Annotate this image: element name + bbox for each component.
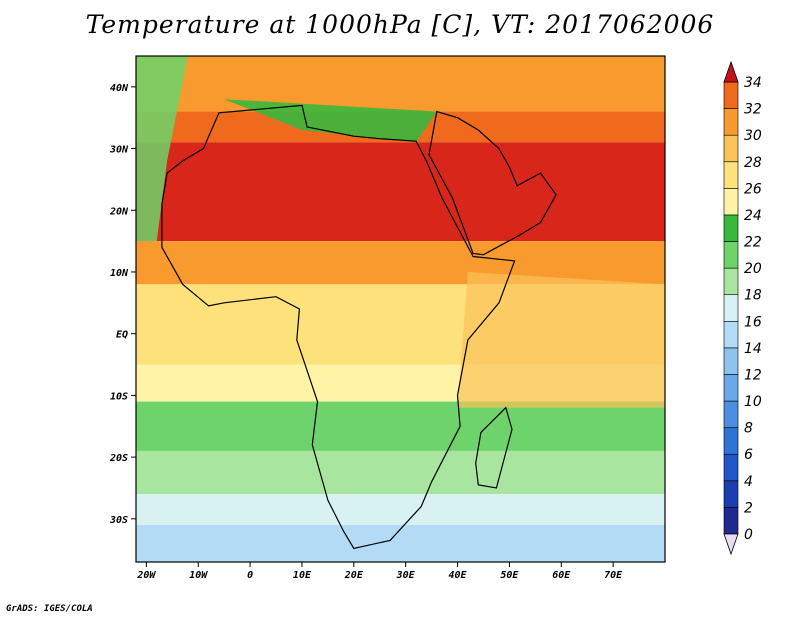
colorbar-label: 12 xyxy=(744,367,762,383)
colorbar-label: 20 xyxy=(744,261,762,277)
lat-tick-label: 40N xyxy=(110,83,129,94)
lat-tick-label: 20S xyxy=(109,453,128,464)
colorbar-label: 6 xyxy=(744,447,753,463)
lon-tick-label: 20E xyxy=(344,570,364,581)
colorbar-segment xyxy=(723,188,739,216)
lat-tick-label: 20N xyxy=(109,206,129,217)
madagascar-coastline xyxy=(475,406,513,489)
colorbar-over-arrow xyxy=(723,60,739,83)
colorbar-label: 2 xyxy=(744,500,753,516)
colorbar-label: 10 xyxy=(744,394,762,410)
land-outline xyxy=(161,104,557,550)
grads-credit: GrADS: IGES/COLA xyxy=(6,604,93,614)
arabia-coastline xyxy=(428,110,557,256)
colorbar-segment xyxy=(723,214,739,242)
colorbar-label: 18 xyxy=(744,288,762,304)
atlantic-cool-region xyxy=(136,56,188,242)
lon-tick-label: 40E xyxy=(449,570,468,581)
colorbar-segment xyxy=(723,480,739,508)
lon-tick-label: 60E xyxy=(552,570,571,581)
lat-tick-label: 10S xyxy=(110,391,128,402)
colorbar-label: 22 xyxy=(744,235,762,251)
colorbar-segment xyxy=(723,241,739,269)
temperature-band xyxy=(136,494,665,525)
colorbar-label: 8 xyxy=(744,421,753,437)
colorbar-segment xyxy=(723,453,739,482)
temperature-band xyxy=(136,241,665,285)
colorbar-label: 26 xyxy=(744,181,762,197)
colorbar-segment xyxy=(723,161,739,189)
map-frame xyxy=(135,55,666,563)
colorbar-under-arrow xyxy=(723,533,739,556)
colorbar-segment xyxy=(723,267,739,296)
colorbar-label: 24 xyxy=(744,208,762,224)
lon-tick-label: 50E xyxy=(500,570,519,581)
colorbar-segment xyxy=(723,294,739,322)
colorbar-label: 0 xyxy=(744,527,753,543)
colorbar-segment xyxy=(723,108,739,136)
temperature-band xyxy=(136,142,665,242)
lat-tick-label: EQ xyxy=(116,330,128,341)
colorbar-label: 30 xyxy=(744,128,762,144)
temperature-band xyxy=(136,56,665,112)
colorbar-label: 32 xyxy=(744,102,762,118)
colorbar-segment xyxy=(723,81,739,109)
indian-ocean-region xyxy=(457,271,665,408)
latitude-axis: 40N 30N 20N 10N EQ 10S 20S 30S xyxy=(109,83,136,526)
mediterranean-region xyxy=(224,99,437,143)
lon-tick-label: 10W xyxy=(189,570,208,581)
colorbar-label: 16 xyxy=(744,314,762,330)
lat-tick-label: 10N xyxy=(110,268,129,279)
lon-tick-label: 30E xyxy=(396,570,416,581)
colorbar-label: 28 xyxy=(744,155,762,171)
colorbar-label: 14 xyxy=(744,341,762,357)
colorbar-segment xyxy=(723,134,739,163)
map-area xyxy=(136,56,665,562)
colorbar-segment xyxy=(723,400,739,428)
temperature-band xyxy=(136,524,665,562)
lon-tick-label: 20W xyxy=(136,570,156,581)
colorbar-label: 4 xyxy=(744,474,753,490)
lat-tick-label: 30S xyxy=(109,515,128,526)
colorbar-segment xyxy=(723,427,739,455)
lon-tick-label: 10E xyxy=(293,570,312,581)
longitude-axis: 20W 10W 0 10E 20E 30E 40E 50E 60E 70E xyxy=(136,562,623,581)
lon-tick-label: 0 xyxy=(247,570,253,581)
colorbar-segment xyxy=(723,320,739,349)
lon-tick-label: 70E xyxy=(604,570,623,581)
colorbar-segment xyxy=(723,507,739,535)
temperature-band xyxy=(136,450,665,495)
colorbar-segment xyxy=(723,347,739,375)
map-title: Temperature at 1000hPa [C], VT: 20170620… xyxy=(85,10,715,39)
colorbar-label: 34 xyxy=(744,75,762,91)
colorbar-segment xyxy=(723,374,739,402)
africa-coastline xyxy=(161,104,516,550)
lat-tick-label: 30N xyxy=(109,145,129,156)
temperature-band xyxy=(136,401,665,451)
